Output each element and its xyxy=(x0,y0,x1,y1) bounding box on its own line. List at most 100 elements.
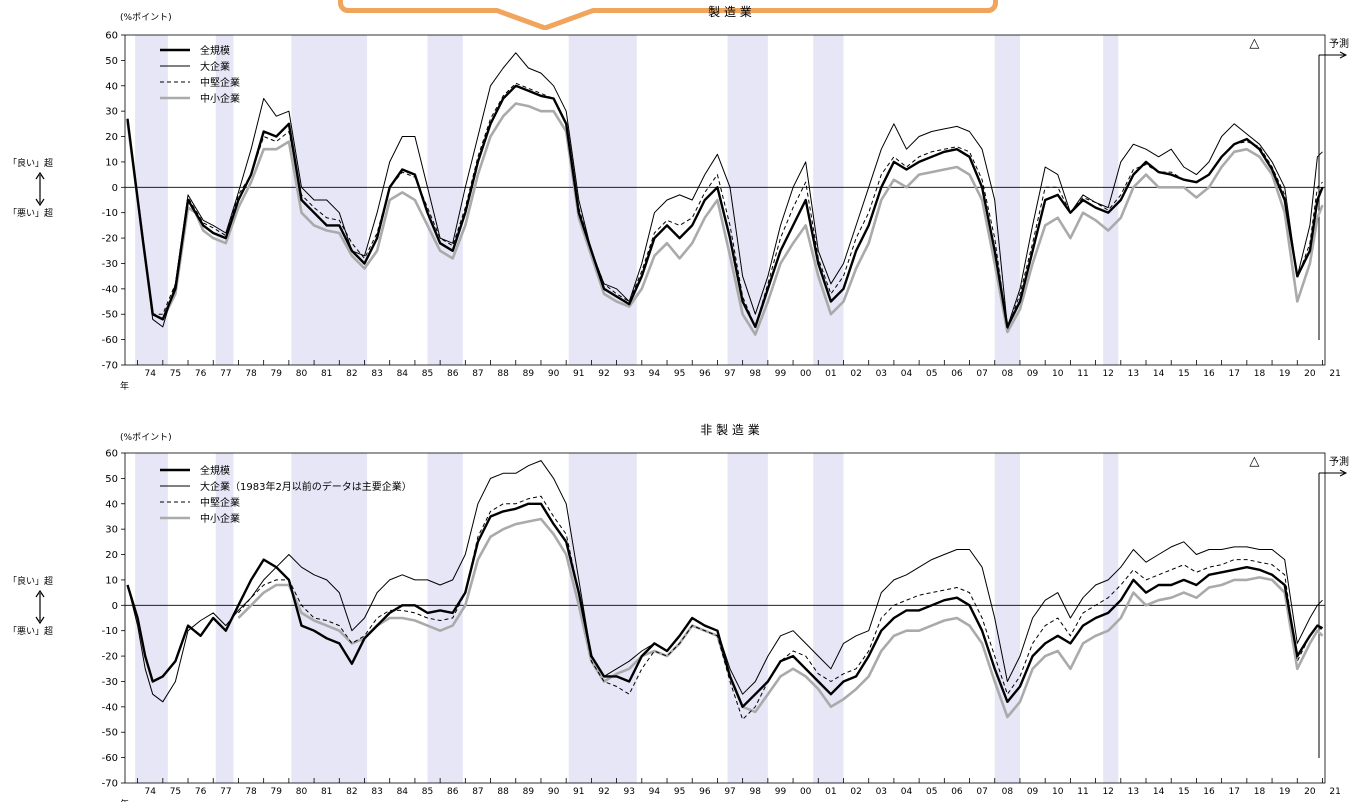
y-tick-label: -30 xyxy=(102,677,118,688)
x-tick-label: 10 xyxy=(1052,369,1064,379)
series-line-bold xyxy=(126,502,1324,708)
x-tick-label: 81 xyxy=(321,787,332,797)
x-tick-label: 20 xyxy=(1304,369,1316,379)
up-arrow-icon xyxy=(35,589,45,598)
y-tick-label: 10 xyxy=(105,157,118,168)
x-tick-label: 01 xyxy=(825,787,836,797)
x-tick-label: 78 xyxy=(245,369,257,379)
y-tick-label: 30 xyxy=(105,525,118,536)
recession-band xyxy=(1103,453,1119,783)
x-tick-label: 99 xyxy=(775,369,787,379)
x-tick-label: 19 xyxy=(1279,369,1291,379)
recession-band xyxy=(994,453,1020,783)
legend-label: 全規模 xyxy=(200,44,230,57)
side-label-good: 「良い」超 xyxy=(8,157,53,169)
recession-band xyxy=(135,35,168,365)
x-tick-label: 79 xyxy=(271,787,283,797)
x-tick-label: 89 xyxy=(523,369,535,379)
x-tick-label: 85 xyxy=(422,787,433,797)
x-tick-label: 96 xyxy=(699,369,711,379)
x-tick-label: 99 xyxy=(775,787,787,797)
legend-label: 大企業（1983年2月以前のデータは主要企業） xyxy=(200,480,412,493)
triangle-marker: △ xyxy=(1249,454,1259,469)
x-tick-label: 21 xyxy=(1329,787,1340,797)
forecast-arrow-icon xyxy=(1339,469,1348,477)
x-tick-label: 74 xyxy=(144,787,156,797)
x-tick-label: 81 xyxy=(321,369,332,379)
x-tick-label: 76 xyxy=(195,369,207,379)
y-tick-label: -70 xyxy=(102,361,118,372)
down-arrow-icon xyxy=(35,616,45,625)
recession-shading xyxy=(135,453,1119,783)
x-tick-label: 01 xyxy=(825,369,836,379)
series-line-dashed xyxy=(238,495,1323,720)
chart-title: 製 造 業 xyxy=(708,5,752,19)
x-tick-label: 04 xyxy=(901,787,913,797)
triangle-marker: △ xyxy=(1249,36,1259,51)
side-label-good: 「良い」超 xyxy=(8,575,53,587)
x-tick-label: 95 xyxy=(674,369,685,379)
recession-band xyxy=(727,453,768,783)
y-tick-label: 50 xyxy=(105,474,118,485)
y-tick-label: 0 xyxy=(112,183,118,194)
x-tick-label: 77 xyxy=(220,369,231,379)
x-tick-label: 88 xyxy=(497,787,509,797)
x-tick-label: 05 xyxy=(926,369,937,379)
x-tick-label: 93 xyxy=(623,369,634,379)
x-tick-label: 02 xyxy=(850,369,861,379)
x-tick-label: 97 xyxy=(724,369,735,379)
x-tick-label: 06 xyxy=(951,369,963,379)
plot-frame xyxy=(124,34,1326,366)
x-tick-label: 07 xyxy=(976,787,987,797)
series-line-gray xyxy=(237,517,1324,719)
x-tick-label: 19 xyxy=(1279,787,1291,797)
x-tick-label: 96 xyxy=(699,787,711,797)
y-tick-label: 20 xyxy=(105,550,118,561)
forecast-arrow-icon xyxy=(1339,51,1348,59)
y-tick-label: 30 xyxy=(105,107,118,118)
y-unit-label: (%ポイント) xyxy=(120,12,172,23)
x-tick-label: 92 xyxy=(598,369,609,379)
x-tick-label: 89 xyxy=(523,787,535,797)
x-tick-label: 11 xyxy=(1077,787,1088,797)
y-tick-label: 50 xyxy=(105,56,118,67)
x-tick-label: 00 xyxy=(800,369,812,379)
x-tick-label: 91 xyxy=(573,369,584,379)
x-tick-label: 98 xyxy=(750,787,762,797)
y-tick-label: -70 xyxy=(102,779,118,790)
x-tick-label: 75 xyxy=(170,369,181,379)
y-tick-label: -30 xyxy=(102,259,118,270)
x-tick-label: 08 xyxy=(1002,369,1014,379)
side-label-bad: 「悪い」超 xyxy=(8,207,53,219)
year-label: 年 xyxy=(120,380,129,392)
x-tick-label: 87 xyxy=(472,369,483,379)
x-tick-label: 87 xyxy=(472,787,483,797)
x-tick-label: 06 xyxy=(951,787,963,797)
y-tick-label: 10 xyxy=(105,575,118,586)
x-tick-label: 10 xyxy=(1052,787,1064,797)
legend-label: 中堅企業 xyxy=(200,496,240,509)
x-tick-label: 84 xyxy=(397,369,409,379)
recession-band xyxy=(813,453,844,783)
x-tick-label: 09 xyxy=(1027,787,1039,797)
x-tick-label: 78 xyxy=(245,787,257,797)
x-tick-label: 15 xyxy=(1178,787,1189,797)
x-tick-label: 79 xyxy=(271,369,283,379)
x-tick-label: 88 xyxy=(497,369,509,379)
down-arrow-icon xyxy=(35,198,45,207)
x-tick-label: 20 xyxy=(1304,787,1316,797)
x-tick-label: 90 xyxy=(548,369,560,379)
recession-band xyxy=(568,453,637,783)
x-tick-label: 82 xyxy=(346,787,357,797)
x-tick-label: 86 xyxy=(447,787,459,797)
x-tick-label: 18 xyxy=(1254,369,1266,379)
recession-band xyxy=(215,35,234,365)
x-tick-label: 09 xyxy=(1027,369,1039,379)
x-tick-label: 13 xyxy=(1128,787,1139,797)
x-tick-label: 83 xyxy=(371,369,382,379)
x-tick-label: 75 xyxy=(170,787,181,797)
x-tick-label: 16 xyxy=(1203,369,1215,379)
x-tick-label: 90 xyxy=(548,787,560,797)
